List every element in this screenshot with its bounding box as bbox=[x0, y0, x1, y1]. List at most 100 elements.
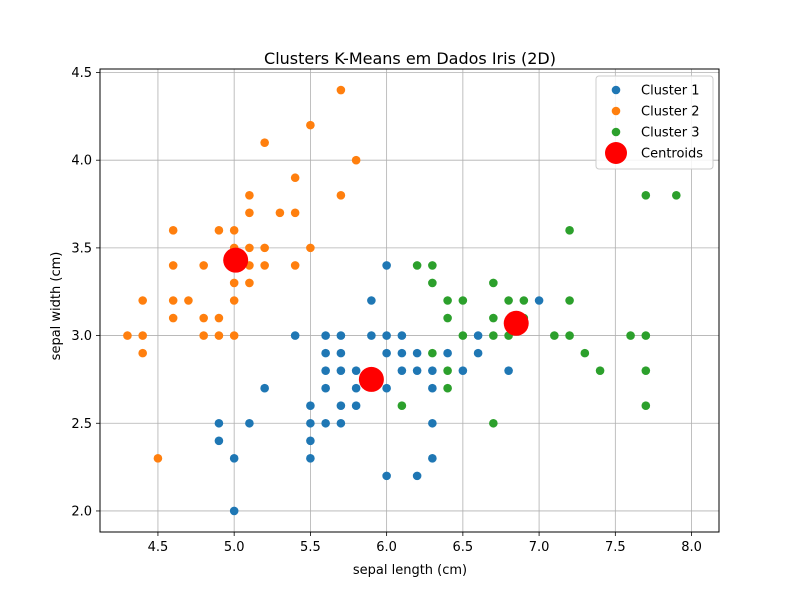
legend-label: Centroids bbox=[641, 147, 703, 162]
cluster-3-point bbox=[641, 331, 651, 340]
cluster-3-point bbox=[565, 296, 574, 305]
cluster-1-point bbox=[245, 418, 254, 428]
cluster-3-point bbox=[504, 296, 513, 305]
y-axis-title: sepal width (cm) bbox=[49, 252, 64, 361]
cluster-1-point bbox=[336, 401, 346, 411]
legend-marker bbox=[611, 106, 621, 116]
cluster-2-point bbox=[199, 261, 208, 270]
cluster-1-point bbox=[351, 401, 361, 411]
cluster-2-point bbox=[260, 138, 269, 147]
cluster-1-point bbox=[397, 331, 407, 340]
cluster-2-point bbox=[245, 208, 254, 218]
cluster-3-point bbox=[458, 296, 468, 305]
legend-label: Cluster 1 bbox=[641, 84, 700, 99]
legend-box bbox=[595, 75, 714, 170]
cluster-2-point bbox=[229, 331, 239, 340]
cluster-2-point bbox=[260, 261, 269, 270]
cluster-2-point bbox=[290, 261, 300, 270]
cluster-1-point bbox=[336, 348, 346, 358]
cluster-1-point bbox=[306, 436, 315, 446]
cluster-2-point bbox=[229, 226, 239, 235]
cluster-1-point bbox=[397, 348, 407, 358]
cluster-1-point bbox=[473, 331, 483, 340]
x-tick-label: 7.0 bbox=[529, 540, 550, 555]
cluster-3-point bbox=[595, 366, 605, 375]
cluster-3-point bbox=[626, 331, 635, 340]
cluster-2-point bbox=[168, 313, 178, 323]
cluster-3-point bbox=[672, 190, 681, 200]
y-tick-label: 2.0 bbox=[71, 504, 92, 519]
cluster-3-point bbox=[443, 383, 452, 393]
cluster-3-point bbox=[641, 366, 651, 375]
cluster-2-point bbox=[168, 226, 178, 235]
centroid-marker bbox=[503, 310, 529, 336]
cluster-1-point bbox=[336, 418, 346, 428]
centroid-marker bbox=[358, 366, 384, 392]
cluster-2-point bbox=[229, 296, 239, 305]
cluster-1-point bbox=[290, 331, 300, 340]
cluster-2-point bbox=[290, 173, 300, 183]
cluster-2-point bbox=[184, 296, 193, 305]
cluster-1-point bbox=[336, 331, 346, 340]
cluster-3-point bbox=[519, 296, 529, 305]
cluster-3-point bbox=[412, 261, 422, 270]
data-points bbox=[123, 85, 681, 516]
y-axis-ticks: 2.0 2.5 3.0 3.5 4.0 4.5 bbox=[71, 66, 100, 519]
cluster-1-point bbox=[214, 418, 224, 428]
cluster-1-point bbox=[382, 348, 391, 358]
cluster-1-point bbox=[321, 331, 330, 340]
cluster-1-point bbox=[534, 296, 544, 305]
cluster-2-point bbox=[138, 331, 147, 340]
cluster-1-point bbox=[397, 366, 407, 375]
cluster-1-point bbox=[382, 471, 391, 481]
cluster-1-point bbox=[443, 348, 452, 358]
cluster-1-point bbox=[321, 348, 330, 358]
cluster-2-point bbox=[260, 243, 269, 253]
x-tick-label: 6.0 bbox=[376, 540, 397, 555]
cluster-3-point bbox=[443, 366, 452, 375]
cluster-2-point bbox=[336, 85, 346, 95]
cluster-1-point bbox=[214, 436, 224, 446]
cluster-3-point bbox=[428, 348, 437, 358]
cluster-1-point bbox=[336, 366, 346, 375]
cluster-1-point bbox=[504, 366, 513, 375]
cluster-2-point bbox=[306, 120, 315, 130]
cluster-1-point bbox=[321, 366, 330, 375]
cluster-3-point bbox=[641, 190, 651, 200]
cluster-3-point bbox=[565, 226, 574, 235]
cluster-2-point bbox=[245, 278, 254, 288]
y-tick-label: 4.0 bbox=[71, 154, 92, 169]
cluster-2-point bbox=[214, 226, 224, 235]
cluster-1-point bbox=[412, 348, 422, 358]
cluster-1-point bbox=[458, 366, 468, 375]
x-tick-label: 6.5 bbox=[453, 540, 474, 555]
cluster-1-point bbox=[260, 383, 269, 393]
cluster-1-point bbox=[382, 261, 391, 270]
cluster-2-point bbox=[123, 331, 132, 340]
legend-label: Cluster 3 bbox=[641, 126, 700, 141]
cluster-3-point bbox=[458, 331, 468, 340]
cluster-3-point bbox=[580, 348, 590, 358]
cluster-1-point bbox=[428, 366, 437, 375]
y-tick-label: 2.5 bbox=[71, 417, 92, 432]
y-tick-label: 3.0 bbox=[71, 329, 92, 344]
x-axis-title: sepal length (cm) bbox=[353, 563, 467, 578]
cluster-2-point bbox=[199, 313, 208, 323]
cluster-2-point bbox=[306, 243, 315, 253]
plot-frame bbox=[99, 68, 720, 533]
cluster-2-point bbox=[168, 296, 178, 305]
cluster-1-point bbox=[428, 454, 437, 463]
cluster-1-point bbox=[428, 418, 437, 428]
cluster-1-point bbox=[351, 383, 361, 393]
cluster-3-point bbox=[565, 331, 574, 340]
chart-title: Clusters K-Means em Dados Iris (2D) bbox=[264, 49, 556, 68]
cluster-3-point bbox=[641, 401, 651, 411]
x-tick-label: 7.5 bbox=[605, 540, 626, 555]
cluster-1-point bbox=[382, 383, 391, 393]
legend-marker bbox=[611, 127, 621, 137]
cluster-3-point bbox=[489, 418, 498, 428]
cluster-2-point bbox=[214, 331, 224, 340]
centroid-marker bbox=[223, 247, 249, 273]
cluster-2-point bbox=[290, 208, 300, 218]
